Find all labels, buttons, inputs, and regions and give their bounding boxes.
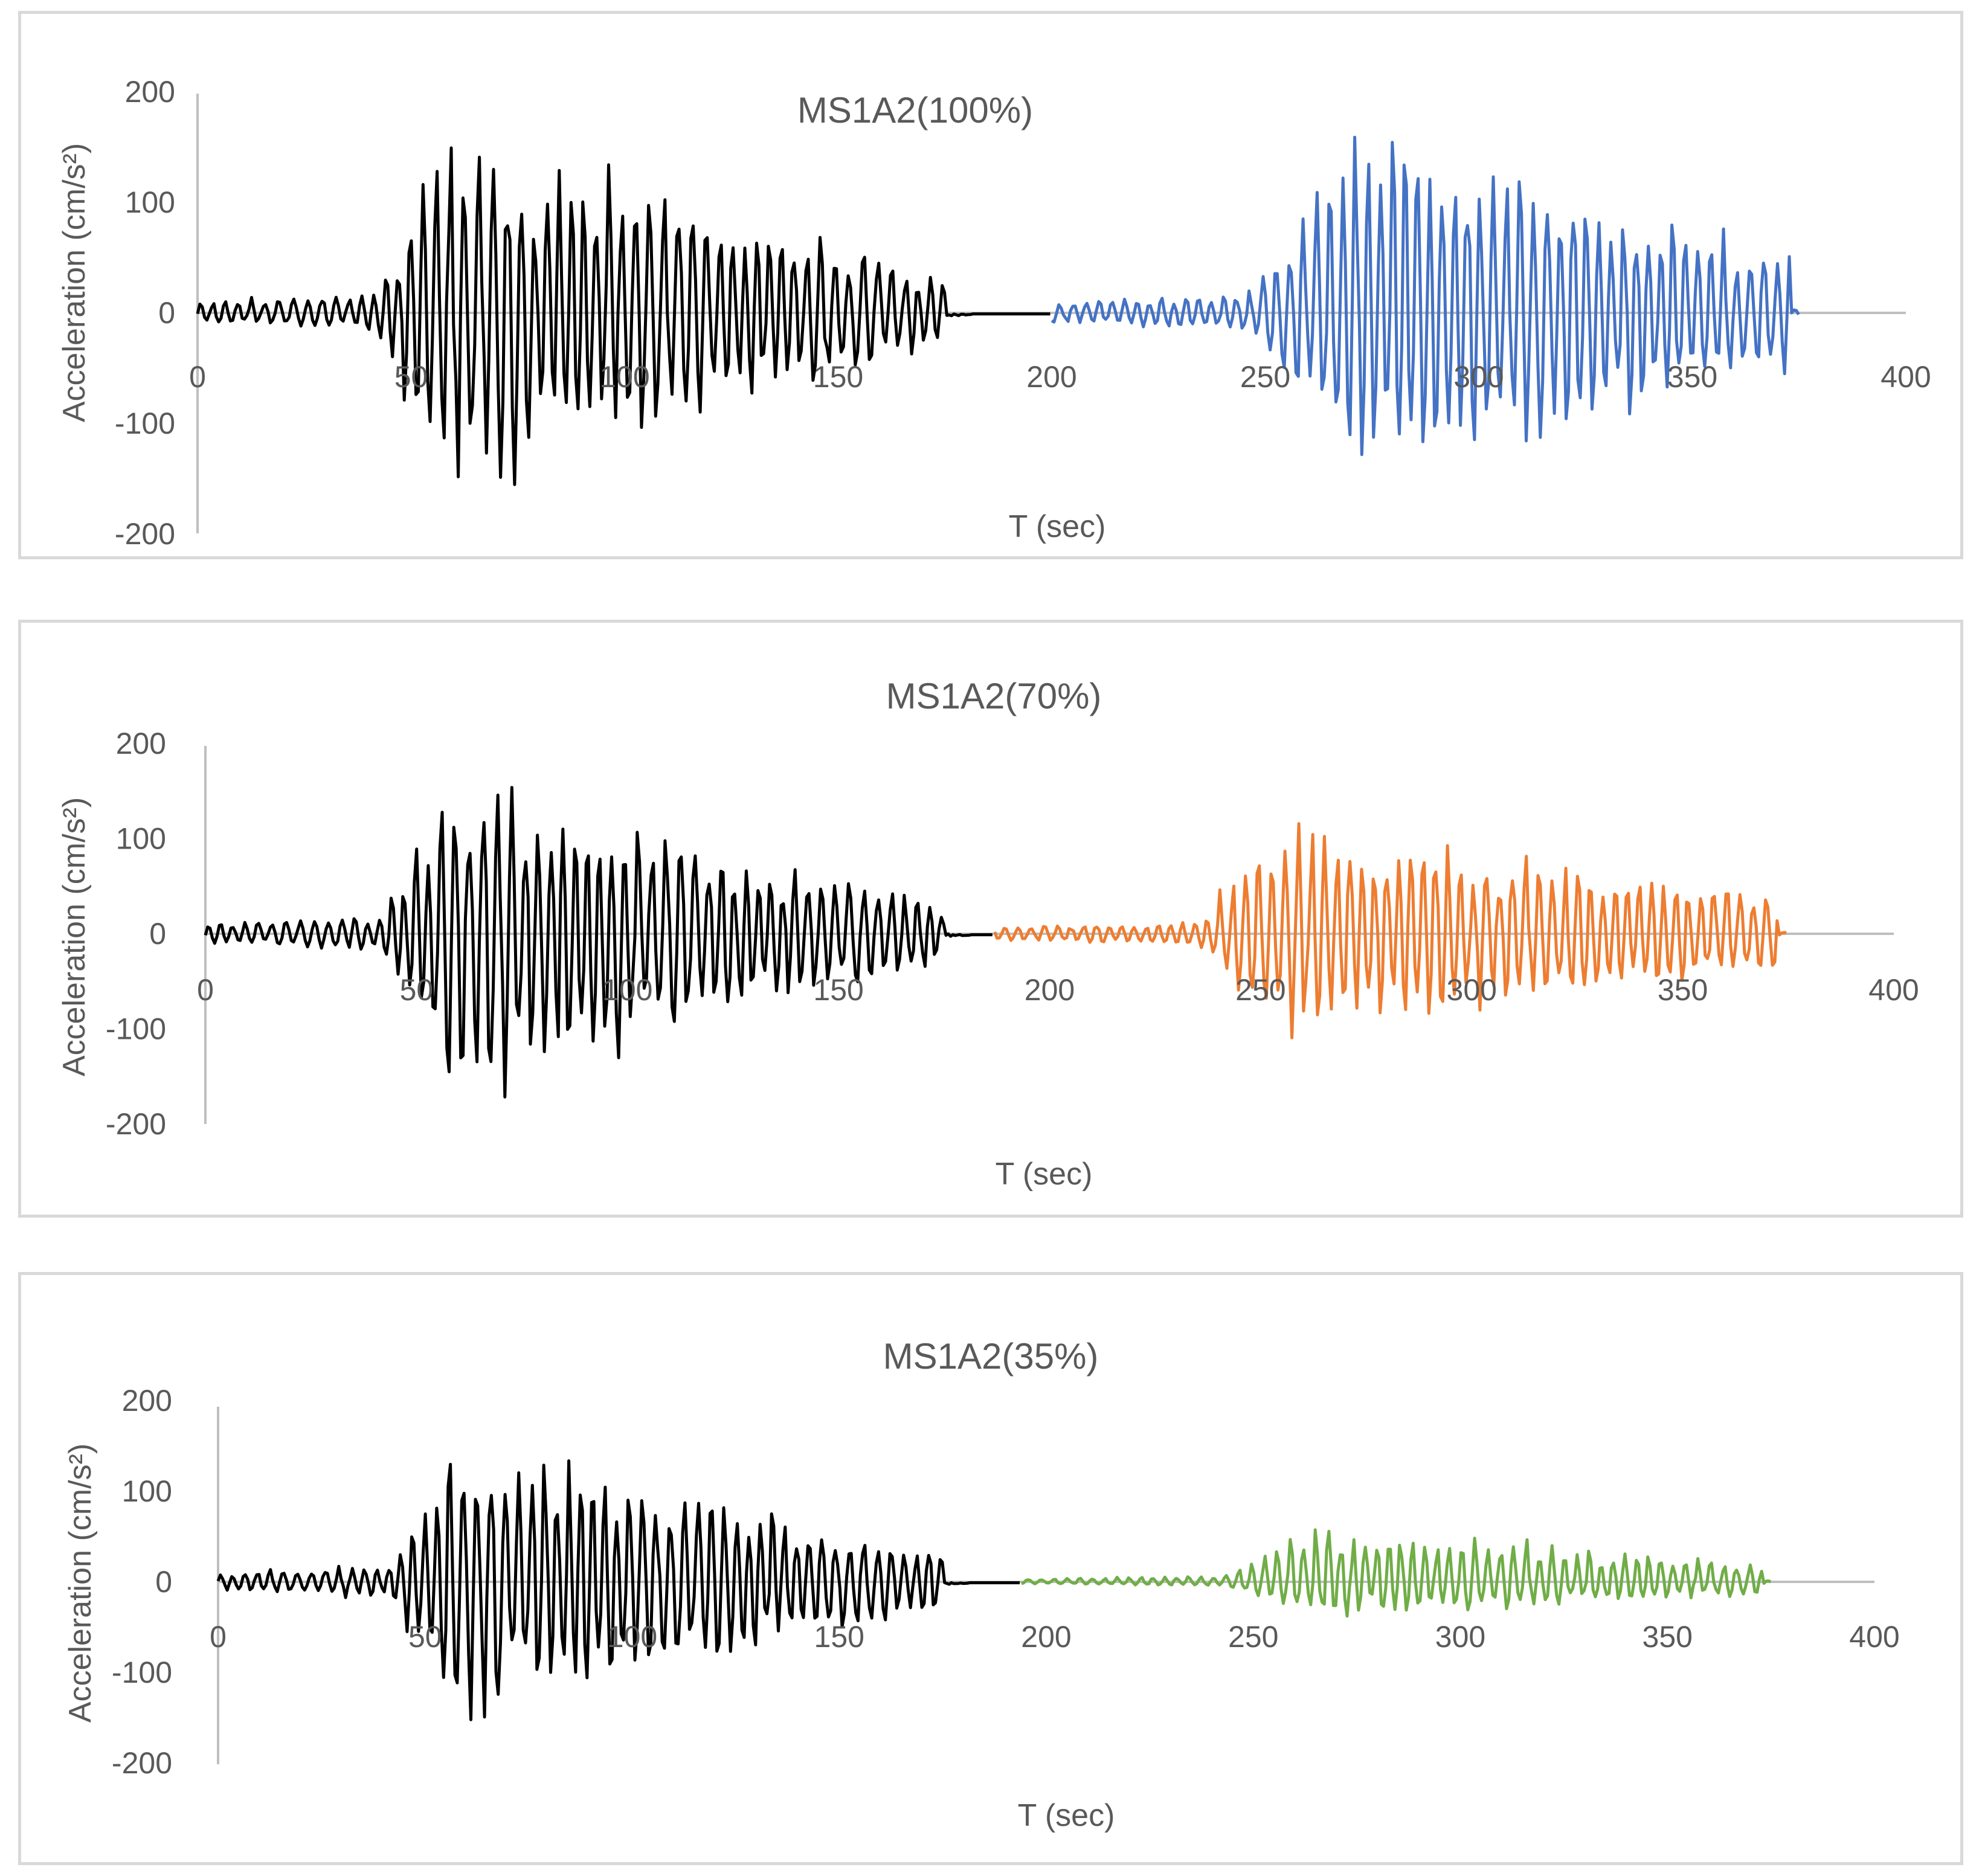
y-tick-label: 0	[149, 917, 166, 951]
x-tick-label: 50	[400, 973, 434, 1007]
x-tick-label: 350	[1658, 973, 1708, 1007]
y-tick-label: 0	[155, 1565, 172, 1599]
chart-title: MS1A2(70%)	[886, 676, 1102, 716]
series-main-shock	[204, 786, 993, 1099]
series-main-shock	[216, 1459, 1020, 1721]
x-tick-label: 350	[1667, 360, 1717, 394]
chart-title: MS1A2(100%)	[797, 90, 1033, 130]
x-tick-label: 0	[197, 973, 214, 1007]
x-tick-label: 200	[1025, 973, 1075, 1007]
y-tick-label: 0	[158, 296, 175, 330]
x-axis-label: T (sec)	[1009, 509, 1106, 544]
x-tick-label: 150	[814, 1620, 864, 1654]
chart-svg: MS1A2(100%) 200 100 0 -100 -200 0 50 100 150 200 25…	[57, 75, 1931, 551]
series-main-shock	[196, 146, 1051, 486]
x-tick-label: 350	[1643, 1620, 1693, 1654]
x-tick-label: 0	[189, 360, 206, 394]
x-axis-label: T (sec)	[996, 1157, 1093, 1192]
y-tick-label: 100	[116, 822, 166, 856]
chart-panel-70: MS1A2(70%) 200 100 0 -100 -200 0 50 100 150 200 250…	[18, 620, 1963, 1218]
x-tick-label: 300	[1447, 973, 1497, 1007]
x-tick-label: 100	[599, 360, 649, 394]
x-tick-label: 400	[1849, 1620, 1899, 1654]
x-tick-label: 50	[394, 360, 428, 394]
y-tick-label: -100	[115, 406, 175, 440]
y-tick-label: 200	[116, 727, 166, 760]
chart-panel-100: MS1A2(100%) 200 100 0 -100 -200 0 50 100 150 200 25…	[18, 11, 1963, 559]
x-tick-label: 150	[813, 360, 863, 394]
y-tick-label: -100	[106, 1012, 166, 1046]
y-tick-label: -200	[115, 517, 175, 551]
chart-title: MS1A2(35%)	[883, 1336, 1099, 1376]
x-tick-label: 250	[1235, 973, 1285, 1007]
chart-panel-35: MS1A2(35%) 200 100 0 -100 -200 0 50 100 150 200 250…	[18, 1272, 1963, 1865]
chart-svg: MS1A2(35%) 200 100 0 -100 -200 0 50 100 150 200 250…	[63, 1336, 1900, 1833]
x-axis-label: T (sec)	[1018, 1798, 1115, 1833]
y-tick-label: 100	[122, 1474, 172, 1508]
series-aftershock	[993, 822, 1787, 1039]
y-axis-label: Acceleration (cm/s²)	[57, 797, 92, 1076]
x-tick-label: 250	[1240, 360, 1290, 394]
x-tick-label: 0	[210, 1620, 227, 1654]
x-tick-label: 400	[1881, 360, 1931, 394]
y-tick-label: -100	[112, 1656, 172, 1689]
y-axis-label: Acceleration (cm/s²)	[57, 143, 92, 422]
x-tick-label: 50	[408, 1620, 442, 1654]
x-tick-label: 200	[1026, 360, 1076, 394]
y-axis-label: Acceleration (cm/s²)	[63, 1444, 98, 1723]
x-tick-label: 200	[1021, 1620, 1071, 1654]
y-tick-label: -200	[112, 1746, 172, 1780]
x-tick-label: 100	[607, 1620, 657, 1654]
x-tick-label: 300	[1435, 1620, 1485, 1654]
x-tick-label: 100	[602, 973, 652, 1007]
x-tick-label: 400	[1868, 973, 1919, 1007]
y-tick-label: 200	[122, 1384, 172, 1418]
x-tick-label: 250	[1228, 1620, 1278, 1654]
x-tick-label: 300	[1453, 360, 1504, 394]
y-tick-label: 100	[125, 185, 175, 219]
series-aftershock	[1051, 135, 1800, 457]
y-tick-label: -200	[106, 1107, 166, 1141]
x-tick-label: 150	[813, 973, 863, 1007]
chart-svg: MS1A2(70%) 200 100 0 -100 -200 0 50 100 150 200 250…	[57, 676, 1919, 1192]
y-tick-label: 200	[125, 75, 175, 109]
series-aftershock	[1021, 1528, 1772, 1618]
